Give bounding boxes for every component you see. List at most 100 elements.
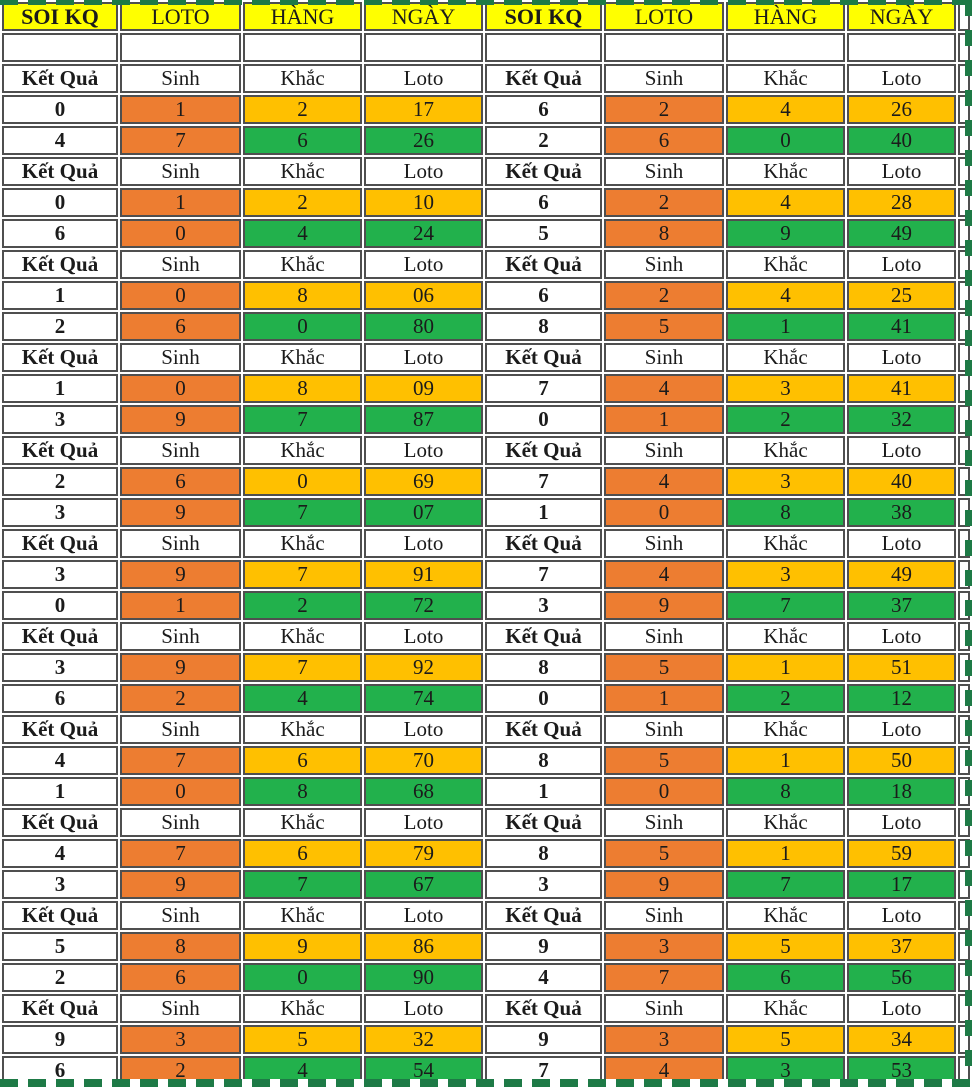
sinh-cell[interactable]: 1 bbox=[604, 684, 724, 713]
result-cell[interactable]: 0 bbox=[2, 188, 118, 217]
subheader-cell-sinh[interactable]: Sinh bbox=[604, 250, 724, 279]
loto-cell[interactable]: 28 bbox=[847, 188, 956, 217]
khac-cell[interactable]: 9 bbox=[726, 219, 845, 248]
subheader-cell-sinh[interactable]: Sinh bbox=[120, 64, 241, 93]
sliver-cell[interactable] bbox=[958, 374, 970, 403]
loto-cell[interactable]: 37 bbox=[847, 932, 956, 961]
subheader-cell-loto[interactable]: Loto bbox=[847, 529, 956, 558]
loto-cell[interactable]: 87 bbox=[364, 405, 483, 434]
result-cell[interactable]: 6 bbox=[2, 1056, 118, 1085]
subheader-cell-ketqua[interactable]: Kết Quả bbox=[485, 436, 602, 465]
sliver-cell[interactable] bbox=[958, 622, 970, 651]
subheader-cell-khac[interactable]: Khắc bbox=[726, 343, 845, 372]
khac-cell[interactable]: 4 bbox=[243, 219, 362, 248]
sliver-cell[interactable] bbox=[958, 777, 970, 806]
subheader-cell-khac[interactable]: Khắc bbox=[243, 250, 362, 279]
sinh-cell[interactable]: 2 bbox=[604, 281, 724, 310]
sliver-cell[interactable] bbox=[958, 653, 970, 682]
sinh-cell[interactable]: 6 bbox=[120, 963, 241, 992]
result-cell[interactable]: 4 bbox=[2, 746, 118, 775]
column-header-ngay[interactable]: NGÀY bbox=[847, 2, 956, 31]
sliver-cell[interactable] bbox=[958, 64, 970, 93]
loto-cell[interactable]: 09 bbox=[364, 374, 483, 403]
result-cell[interactable]: 3 bbox=[2, 560, 118, 589]
khac-cell[interactable]: 0 bbox=[243, 963, 362, 992]
sinh-cell[interactable]: 6 bbox=[120, 312, 241, 341]
sliver-cell[interactable] bbox=[958, 498, 970, 527]
sinh-cell[interactable]: 0 bbox=[120, 281, 241, 310]
loto-cell[interactable]: 70 bbox=[364, 746, 483, 775]
subheader-cell-ketqua[interactable]: Kết Quả bbox=[485, 715, 602, 744]
subheader-cell-khac[interactable]: Khắc bbox=[726, 808, 845, 837]
khac-cell[interactable]: 7 bbox=[243, 498, 362, 527]
khac-cell[interactable]: 8 bbox=[726, 777, 845, 806]
empty-cell[interactable] bbox=[2, 33, 118, 62]
subheader-cell-ketqua[interactable]: Kết Quả bbox=[2, 343, 118, 372]
sinh-cell[interactable]: 7 bbox=[120, 839, 241, 868]
result-cell[interactable]: 1 bbox=[2, 777, 118, 806]
loto-cell[interactable]: 67 bbox=[364, 870, 483, 899]
khac-cell[interactable]: 3 bbox=[726, 560, 845, 589]
khac-cell[interactable]: 8 bbox=[243, 281, 362, 310]
loto-cell[interactable]: 37 bbox=[847, 591, 956, 620]
result-cell[interactable]: 6 bbox=[2, 219, 118, 248]
result-cell[interactable]: 3 bbox=[2, 653, 118, 682]
sinh-cell[interactable]: 9 bbox=[120, 870, 241, 899]
result-cell[interactable]: 7 bbox=[485, 467, 602, 496]
result-cell[interactable]: 4 bbox=[2, 839, 118, 868]
result-cell[interactable]: 3 bbox=[485, 870, 602, 899]
sliver-cell[interactable] bbox=[958, 343, 970, 372]
sinh-cell[interactable]: 1 bbox=[604, 405, 724, 434]
sinh-cell[interactable]: 3 bbox=[604, 1025, 724, 1054]
subheader-cell-ketqua[interactable]: Kết Quả bbox=[485, 622, 602, 651]
subheader-cell-khac[interactable]: Khắc bbox=[243, 64, 362, 93]
sliver-cell[interactable] bbox=[958, 2, 970, 31]
khac-cell[interactable]: 0 bbox=[726, 126, 845, 155]
subheader-cell-sinh[interactable]: Sinh bbox=[120, 343, 241, 372]
khac-cell[interactable]: 2 bbox=[726, 684, 845, 713]
subheader-cell-ketqua[interactable]: Kết Quả bbox=[2, 808, 118, 837]
khac-cell[interactable]: 5 bbox=[726, 932, 845, 961]
result-cell[interactable]: 0 bbox=[2, 95, 118, 124]
loto-cell[interactable]: 24 bbox=[364, 219, 483, 248]
sliver-cell[interactable] bbox=[958, 281, 970, 310]
subheader-cell-ketqua[interactable]: Kết Quả bbox=[485, 157, 602, 186]
result-cell[interactable]: 3 bbox=[2, 498, 118, 527]
khac-cell[interactable]: 4 bbox=[726, 188, 845, 217]
column-header-loto[interactable]: LOTO bbox=[604, 2, 724, 31]
subheader-cell-ketqua[interactable]: Kết Quả bbox=[485, 343, 602, 372]
subheader-cell-sinh[interactable]: Sinh bbox=[120, 436, 241, 465]
result-cell[interactable]: 8 bbox=[485, 312, 602, 341]
sinh-cell[interactable]: 2 bbox=[120, 684, 241, 713]
khac-cell[interactable]: 6 bbox=[243, 839, 362, 868]
loto-cell[interactable]: 80 bbox=[364, 312, 483, 341]
subheader-cell-sinh[interactable]: Sinh bbox=[604, 808, 724, 837]
result-cell[interactable]: 8 bbox=[485, 746, 602, 775]
sinh-cell[interactable]: 9 bbox=[604, 591, 724, 620]
subheader-cell-ketqua[interactable]: Kết Quả bbox=[485, 64, 602, 93]
sinh-cell[interactable]: 0 bbox=[604, 777, 724, 806]
khac-cell[interactable]: 3 bbox=[726, 1056, 845, 1085]
sliver-cell[interactable] bbox=[958, 467, 970, 496]
sliver-cell[interactable] bbox=[958, 746, 970, 775]
loto-cell[interactable]: 17 bbox=[364, 95, 483, 124]
loto-cell[interactable]: 41 bbox=[847, 374, 956, 403]
subheader-cell-sinh[interactable]: Sinh bbox=[120, 808, 241, 837]
result-cell[interactable]: 2 bbox=[2, 963, 118, 992]
sliver-cell[interactable] bbox=[958, 1056, 970, 1085]
subheader-cell-khac[interactable]: Khắc bbox=[243, 715, 362, 744]
sinh-cell[interactable]: 9 bbox=[604, 870, 724, 899]
empty-cell[interactable] bbox=[243, 33, 362, 62]
subheader-cell-loto[interactable]: Loto bbox=[847, 901, 956, 930]
result-cell[interactable]: 7 bbox=[485, 374, 602, 403]
subheader-cell-sinh[interactable]: Sinh bbox=[604, 64, 724, 93]
subheader-cell-khac[interactable]: Khắc bbox=[726, 901, 845, 930]
subheader-cell-loto[interactable]: Loto bbox=[364, 343, 483, 372]
khac-cell[interactable]: 9 bbox=[243, 932, 362, 961]
subheader-cell-loto[interactable]: Loto bbox=[847, 808, 956, 837]
sliver-cell[interactable] bbox=[958, 405, 970, 434]
result-cell[interactable]: 1 bbox=[2, 374, 118, 403]
sliver-cell[interactable] bbox=[958, 591, 970, 620]
khac-cell[interactable]: 4 bbox=[243, 1056, 362, 1085]
loto-cell[interactable]: 74 bbox=[364, 684, 483, 713]
